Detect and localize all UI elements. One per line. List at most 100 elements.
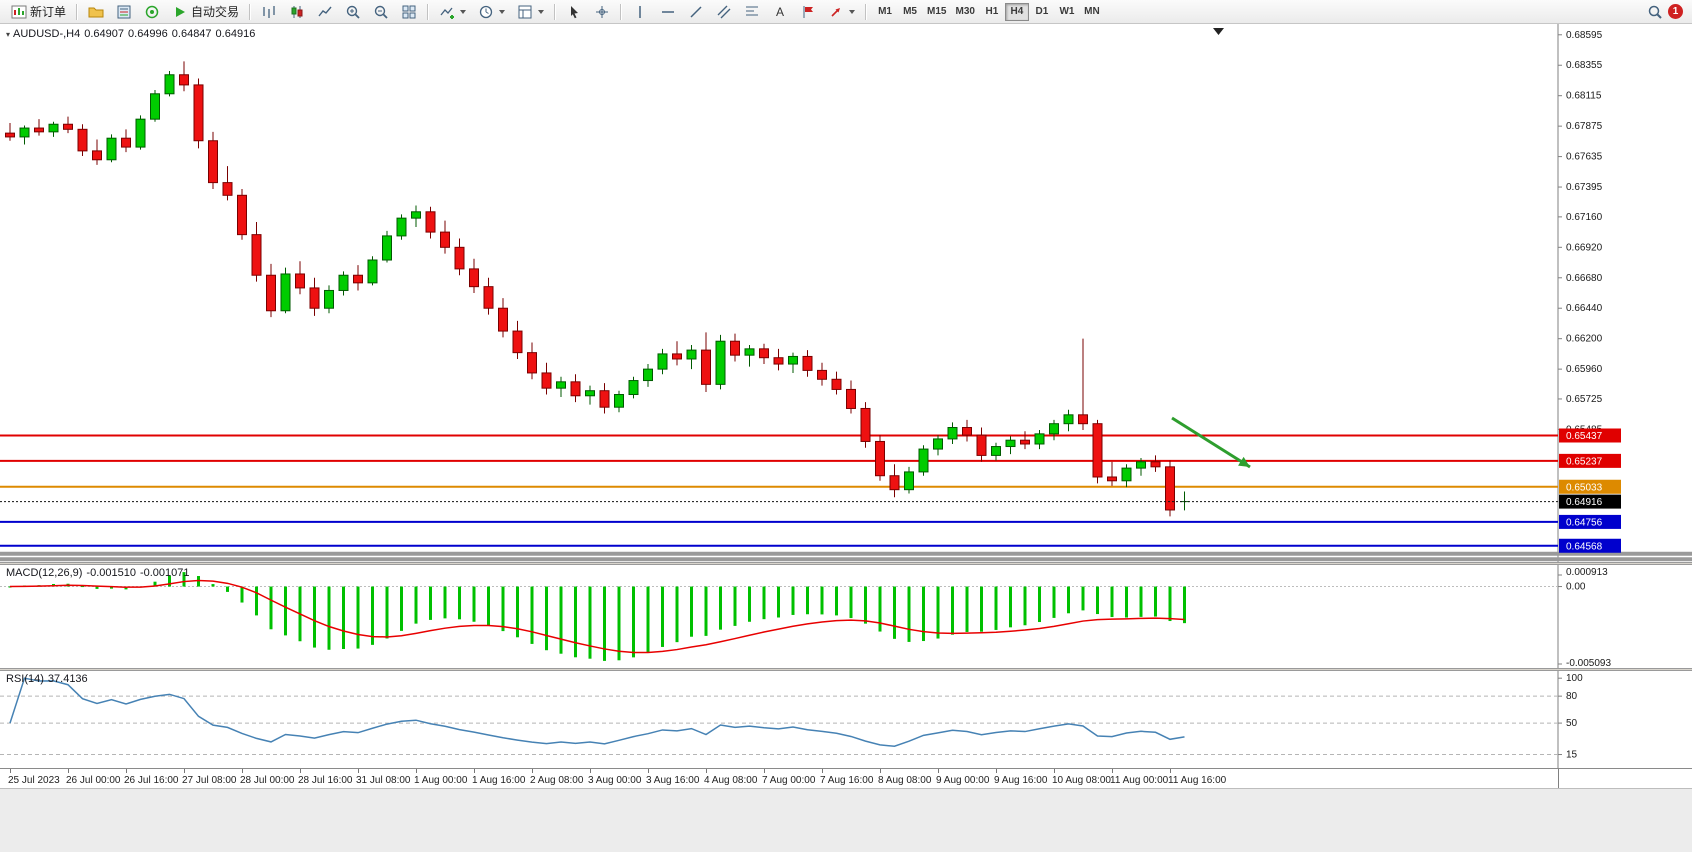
data-window-button[interactable]: [138, 2, 165, 22]
zoom-in-icon: [344, 3, 361, 20]
window-background: [0, 788, 1692, 852]
candlestick-chart-icon: [288, 3, 305, 20]
date-label: 9 Aug 16:00: [994, 775, 1048, 786]
timeframe-button-W1[interactable]: W1: [1055, 3, 1079, 21]
macd-label: MACD(12,26,9) -0.001510 -0.001071: [6, 567, 194, 579]
price-tag: [1559, 494, 1621, 509]
date-tick: [416, 769, 417, 773]
price-chart[interactable]: 0.68595 0.68355 0.68115 0.67875 0.67635 0.673…: [0, 24, 1692, 562]
date-label: 28 Jul 00:00: [240, 775, 295, 786]
timeframe-button-M30[interactable]: M30: [951, 3, 978, 21]
macd-signal-line: [9, 579, 1185, 654]
rsi-panel[interactable]: 100 80 50 15: [0, 671, 1692, 768]
date-label: 26 Jul 16:00: [124, 775, 179, 786]
vertical-line-icon: [631, 3, 648, 20]
price-axis-label: 0.65960: [1566, 364, 1603, 375]
price-axis-label: 0.67160: [1566, 212, 1603, 223]
tile-windows-icon: [400, 3, 417, 20]
text-button[interactable]: A: [766, 2, 793, 22]
notification-badge[interactable]: 1: [1668, 4, 1683, 19]
date-tick: [590, 769, 591, 773]
svg-text:0.64916: 0.64916: [1566, 497, 1603, 508]
arrows-button[interactable]: [822, 2, 860, 22]
panel-splitter[interactable]: [0, 562, 1692, 565]
date-axis[interactable]: 25 Jul 2023 26 Jul 00:00 26 Jul 16:00 27 Ju…: [0, 768, 1692, 789]
new-order-button[interactable]: 新订单: [5, 2, 71, 22]
date-tick: [938, 769, 939, 773]
line-chart-button[interactable]: [311, 2, 338, 22]
zoom-out-icon: [372, 3, 389, 20]
market-watch-button[interactable]: [110, 2, 137, 22]
svg-text:0.65437: 0.65437: [1566, 431, 1603, 442]
tile-windows-button[interactable]: [395, 2, 422, 22]
flag-icon: [799, 3, 816, 20]
svg-text:0.65033: 0.65033: [1566, 482, 1603, 493]
date-tick: [1170, 769, 1171, 773]
macd-value-main: -0.001510: [86, 567, 136, 579]
panel-splitter[interactable]: [0, 668, 1692, 671]
price-tag: [1559, 453, 1621, 468]
profiles-icon: [87, 3, 104, 20]
bar-chart-icon: [260, 3, 277, 20]
date-label: 4 Aug 08:00: [704, 775, 758, 786]
zoom-in-button[interactable]: [339, 2, 366, 22]
chart-shift-marker: [1213, 28, 1224, 35]
price-axis-label: 0.66440: [1566, 303, 1603, 314]
candlestick-chart-button[interactable]: [283, 2, 310, 22]
fibonacci-button[interactable]: [738, 2, 765, 22]
cursor-button[interactable]: [560, 2, 587, 22]
profiles-button[interactable]: [82, 2, 109, 22]
timeframe-button-D1[interactable]: D1: [1030, 3, 1054, 21]
templates-button[interactable]: [511, 2, 549, 22]
axis-border: [1558, 769, 1559, 789]
trend-arrow: [1171, 416, 1251, 469]
clock-icon: [477, 3, 494, 20]
template-icon: [516, 3, 533, 20]
trendline-button[interactable]: [682, 2, 709, 22]
symbol-period: AUDUSD-,H4: [13, 28, 81, 40]
date-label: 11 Aug 16:00: [1168, 775, 1227, 786]
separator: [620, 3, 622, 20]
zoom-out-button[interactable]: [367, 2, 394, 22]
chart-menu-icon[interactable]: ▾: [6, 30, 11, 39]
separator: [554, 3, 556, 20]
separator: [249, 3, 251, 20]
trend-arrow-head: [1238, 456, 1250, 467]
text-icon: A: [771, 3, 788, 20]
timeframe-button-H1[interactable]: H1: [980, 3, 1004, 21]
timeframe-button-M5[interactable]: M5: [898, 3, 922, 21]
line-chart-icon: [316, 3, 333, 20]
macd-panel[interactable]: 0.000913 0.00 -0.005093: [0, 565, 1692, 668]
timeframe-button-M1[interactable]: M1: [873, 3, 897, 21]
timeframe-button-H4[interactable]: H4: [1004, 2, 1029, 21]
cursor-icon: [565, 3, 582, 20]
date-label: 1 Aug 16:00: [472, 775, 526, 786]
date-tick: [68, 769, 69, 773]
macd-name: MACD(12,26,9): [6, 567, 83, 579]
date-tick: [1112, 769, 1113, 773]
timeframe-button-M15[interactable]: M15: [923, 3, 950, 21]
channel-button[interactable]: [710, 2, 737, 22]
indicators-button[interactable]: [433, 2, 471, 22]
auto-trading-button[interactable]: 自动交易: [166, 2, 244, 22]
rsi-axis-label: 50: [1566, 718, 1578, 729]
bar-chart-button[interactable]: [255, 2, 282, 22]
vertical-line-button[interactable]: [626, 2, 653, 22]
ohlc-open: 0.64907: [84, 28, 125, 40]
horizontal-line-button[interactable]: [654, 2, 681, 22]
play-icon: [171, 3, 188, 20]
date-label: 26 Jul 00:00: [66, 775, 121, 786]
price-axis-label: 0.68595: [1566, 30, 1603, 41]
macd-value-signal: -0.001071: [139, 567, 190, 579]
search-icon[interactable]: [1646, 3, 1663, 20]
svg-text:0.64756: 0.64756: [1566, 517, 1603, 528]
chart-window: 0.68595 0.68355 0.68115 0.67875 0.67635 0.673…: [0, 24, 1692, 852]
label-button[interactable]: [794, 2, 821, 22]
symbol-ohlc-label: ▾ AUDUSD-,H4 0.64907 0.64996 0.64847 0.64916: [6, 28, 259, 40]
timeframe-button-MN[interactable]: MN: [1080, 3, 1104, 21]
periods-button[interactable]: [472, 2, 510, 22]
ohlc-close: 0.64916: [215, 28, 256, 40]
crosshair-button[interactable]: [588, 2, 615, 22]
price-axis-label: 0.68355: [1566, 60, 1603, 71]
horizontal-line-icon: [659, 3, 676, 20]
